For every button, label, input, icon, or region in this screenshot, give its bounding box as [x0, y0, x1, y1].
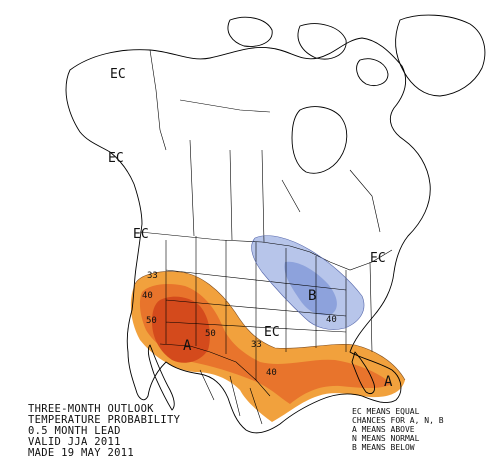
legend-line-4: N MEANS NORMAL	[352, 434, 420, 443]
caption-line-2: TEMPERATURE PROBABILITY	[28, 414, 181, 426]
caption-line-5: MADE 19 MAY 2011	[28, 447, 134, 459]
continent-outline	[65, 14, 486, 434]
map-caption: THREE-MONTH OUTLOOK TEMPERATURE PROBABIL…	[28, 403, 181, 459]
contour-above-33	[134, 271, 406, 381]
below-normal-shading	[251, 235, 365, 330]
contour-label-40-below: 40	[326, 315, 337, 325]
below-label-midwest: B	[308, 288, 316, 304]
political-borders	[139, 49, 393, 425]
contour-label-40-sw: 40	[142, 291, 153, 301]
caption-line-1: THREE-MONTH OUTLOOK	[28, 403, 154, 415]
contour-label-50-sw-west: 50	[146, 316, 157, 326]
ec-label-central: EC	[264, 325, 280, 340]
arctic-island-1	[227, 16, 273, 47]
baja-peninsula	[147, 344, 175, 411]
canada-provinces	[179, 99, 381, 243]
above-label-southwest: A	[183, 338, 192, 354]
us-states	[165, 236, 373, 380]
us-canada-border	[139, 231, 393, 271]
us-mexico-border	[159, 343, 271, 397]
mexico-states	[199, 369, 263, 425]
ec-label-alaska: EC	[110, 67, 126, 82]
alaska-canada-border	[149, 49, 167, 151]
contour-label-50-sw-east: 50	[205, 329, 216, 339]
above-normal-shading	[130, 271, 405, 422]
caption-line-3: 0.5 MONTH LEAD	[28, 425, 121, 437]
legend-line-5: B MEANS BELOW	[352, 443, 415, 452]
legend-line-2: CHANCES FOR A, N, B	[352, 416, 444, 425]
florida	[351, 351, 375, 395]
arctic-island-3	[356, 58, 389, 86]
contour-label-33-gulf: 33	[251, 340, 262, 350]
ec-label-pacific-nw: EC	[133, 227, 149, 242]
arctic-island-2	[297, 23, 347, 60]
contour-label-33-sw: 33	[147, 271, 158, 281]
contour-lines	[134, 235, 406, 381]
below-40-region	[284, 261, 337, 316]
north-america-coastline	[65, 37, 431, 434]
contour-below-33	[251, 235, 365, 330]
map-legend: EC MEANS EQUAL CHANCES FOR A, N, B A MEA…	[352, 407, 444, 452]
above-50-region	[152, 296, 210, 363]
hudson-bay	[291, 106, 348, 174]
ec-label-west-canada: EC	[108, 151, 124, 166]
ec-label-northeast: EC	[370, 251, 386, 266]
legend-line-3: A MEANS ABOVE	[352, 425, 415, 434]
greenland	[395, 14, 486, 97]
legend-line-1: EC MEANS EQUAL	[352, 407, 420, 416]
contour-label-40-gulf: 40	[266, 368, 277, 378]
caption-line-4: VALID JJA 2011	[28, 436, 121, 448]
above-label-gulf: A	[384, 374, 393, 390]
